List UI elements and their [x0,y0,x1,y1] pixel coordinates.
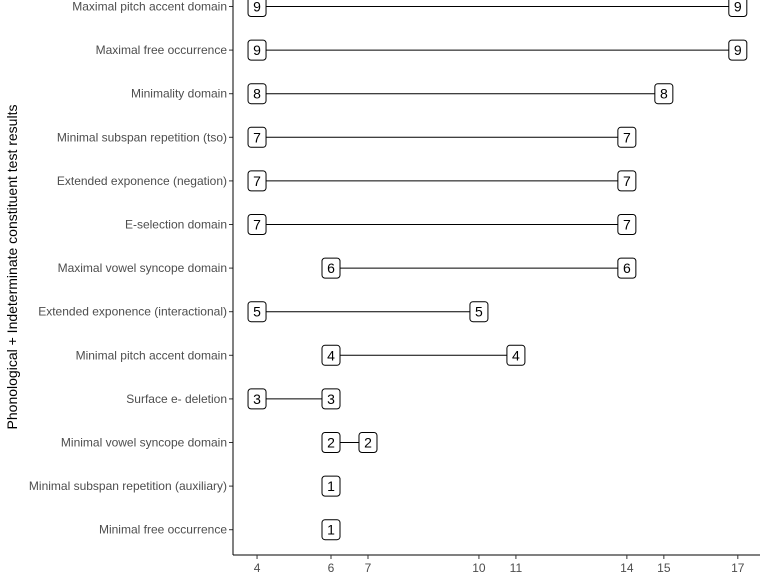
endpoint-label: 2 [321,432,341,453]
label-box [728,0,748,17]
endpoint-label: 5 [469,301,489,323]
label-value: 5 [253,304,261,320]
label-value: 7 [253,129,261,145]
label-value: 9 [253,42,261,58]
y-tick-label: Minimal vowel syncope domain [61,436,227,450]
label-box [247,301,267,323]
endpoint-label: 9 [728,39,748,61]
x-tick-label: 14 [620,561,634,572]
label-value: 9 [734,0,742,15]
y-tick-label: Maximal vowel syncope domain [58,261,227,275]
x-tick-label: 17 [731,561,745,572]
label-box [247,170,267,192]
x-tick-label: 6 [328,561,335,572]
label-value: 2 [327,435,335,451]
label-value: 9 [253,0,261,15]
label-box [247,83,267,105]
y-tick-labels: Maximal pitch accent domain Maximal free … [29,0,233,537]
endpoint-label: 9 [247,0,267,17]
endpoint-label: 6 [321,257,341,279]
label-box [506,344,526,366]
endpoint-label: 7 [617,214,637,235]
label-value: 5 [475,304,483,320]
label-box [617,214,637,235]
endpoint-label: 7 [247,170,267,192]
label-box [728,39,748,61]
endpoint-label: 7 [617,170,637,192]
endpoint-label: 4 [506,344,526,366]
endpoint-label: 8 [247,83,267,105]
label-box [358,432,378,453]
label-value: 3 [327,391,335,407]
label-box [617,126,637,148]
endpoint-label: 3 [321,388,341,410]
endpoint-label: 8 [654,83,674,105]
y-tick-label: Minimal subspan repetition (auxiliary) [29,479,227,493]
label-value: 6 [623,260,631,276]
label-box [247,214,267,235]
label-box [321,475,341,497]
endpoint-label: 7 [247,214,267,235]
endpoint-label: 9 [728,0,748,17]
endpoint-label: 3 [247,388,267,410]
endpoint-label: 5 [247,301,267,323]
label-value: 4 [327,347,335,363]
y-tick-label: E-selection domain [125,218,227,232]
label-box [247,126,267,148]
x-tick-label: 15 [657,561,671,572]
label-value: 4 [512,347,520,363]
label-box [321,432,341,453]
label-box [469,301,489,323]
label-value: 8 [660,86,668,102]
label-box [321,519,341,541]
x-tick-label: 11 [510,561,523,572]
label-box [617,257,637,279]
y-tick-label: Minimal free occurrence [99,523,227,537]
label-value: 3 [253,391,261,407]
label-box [247,388,267,410]
y-tick-label: Maximal free occurrence [96,43,228,57]
y-tick-label: Minimality domain [131,87,227,101]
y-tick-label: Minimal pitch accent domain [76,348,227,362]
label-value: 1 [327,478,335,494]
x-tick-group: 4 6 7 10 11 14 15 17 [254,555,745,572]
endpoint-labels: 9 9 9 9 8 8 7 7 7 7 7 7 6 6 5 5 4 4 3 3 2 2 1 1 [247,0,748,541]
label-value: 9 [734,42,742,58]
endpoint-label: 9 [247,39,267,61]
label-value: 2 [364,435,372,451]
label-box [321,344,341,366]
label-box [617,170,637,192]
label-value: 7 [253,173,261,189]
y-axis-title: Phonological + Indeterminate constituent… [4,105,20,430]
endpoint-label: 6 [617,257,637,279]
endpoint-label: 4 [321,344,341,366]
endpoint-label: 2 [358,432,378,453]
label-box [321,257,341,279]
label-value: 7 [253,217,261,233]
x-tick-label: 7 [365,561,372,572]
y-tick-label: Surface e- deletion [126,392,227,406]
endpoint-label: 7 [617,126,637,148]
label-value: 7 [623,217,631,233]
label-box [654,83,674,105]
y-tick-label: Extended exponence (negation) [57,174,227,188]
label-box [247,39,267,61]
label-value: 7 [623,173,631,189]
y-tick-label: Maximal pitch accent domain [72,0,227,14]
x-tick-label: 4 [254,561,261,572]
y-tick-label: Minimal subspan repetition (tso) [57,130,227,144]
y-tick-label: Extended exponence (interactional) [38,305,227,319]
label-value: 1 [327,522,335,538]
label-value: 8 [253,86,261,102]
range-segments [257,6,738,443]
label-box [321,388,341,410]
endpoint-label: 7 [247,126,267,148]
label-value: 7 [623,129,631,145]
endpoint-label: 1 [321,475,341,497]
endpoint-label: 1 [321,519,341,541]
x-tick-label: 10 [472,561,486,572]
label-box [247,0,267,17]
label-value: 6 [327,260,335,276]
